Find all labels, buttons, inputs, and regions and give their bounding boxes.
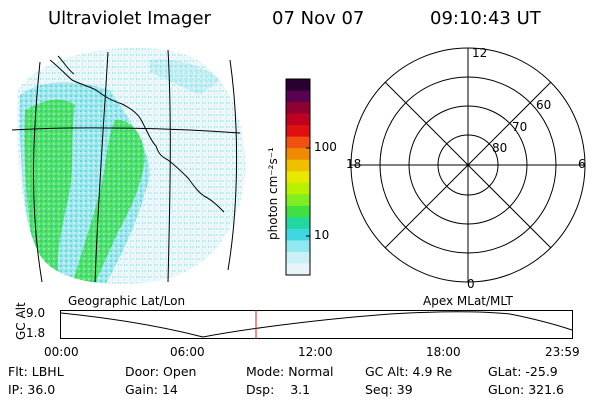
- status-dsp: Dsp: 3.1: [246, 382, 311, 397]
- colorbar-segment: [286, 125, 310, 138]
- mlt-label-12: 12: [472, 46, 488, 60]
- auroral-halo: [19, 82, 150, 284]
- mlat-label-60: 60: [536, 98, 552, 112]
- altitude-curve: [60, 311, 573, 338]
- altitude-ytick-bottom: 1.8: [26, 326, 46, 340]
- auroral-background: [17, 47, 246, 284]
- status-door: Door: Open: [125, 364, 197, 379]
- altitude-xtick-0: 00:00: [44, 345, 79, 359]
- colorbar-segment: [286, 159, 310, 172]
- coastline-north: [57, 55, 75, 75]
- altitude-plot-frame: [60, 310, 573, 339]
- colorbar-frame: [285, 78, 311, 276]
- polar-diagonal-2: [384, 81, 552, 249]
- polar-plot: [350, 47, 586, 283]
- status-gc-alt: GC Alt: 4.9 Re: [365, 364, 453, 379]
- status-flt: Flt: LBHL: [8, 364, 64, 379]
- date-label: 07 Nov 07: [272, 8, 365, 29]
- colorbar-segment: [286, 102, 310, 115]
- geo-panel-label: Geographic Lat/Lon: [68, 294, 186, 308]
- colorbar-segment: [286, 113, 310, 126]
- status-gain: Gain: 14: [125, 382, 178, 397]
- status-glat: GLat: -25.9: [488, 364, 558, 379]
- colorbar-segment: [286, 194, 310, 207]
- altitude-xtick-2: 12:00: [298, 345, 333, 359]
- altitude-ytick-top: 9.0: [26, 306, 46, 320]
- colorbar: [285, 78, 311, 276]
- status-seq: Seq: 39: [365, 382, 413, 397]
- auroral-patch: [150, 59, 220, 95]
- status-glon: GLon: 321.6: [488, 382, 564, 397]
- colorbar-segment: [286, 148, 310, 161]
- altitude-xtick-1: 06:00: [170, 345, 205, 359]
- colorbar-segment: [286, 205, 310, 218]
- colorbar-segment: [286, 171, 310, 184]
- instrument-title: Ultraviolet Imager: [48, 8, 211, 29]
- colorbar-segment: [286, 228, 310, 242]
- altitude-xtick-4: 23:59: [545, 345, 580, 359]
- colorbar-unit-label: photon cm⁻²s⁻¹: [266, 147, 280, 240]
- colorbar-segment: [286, 79, 310, 92]
- colorbar-segment: [286, 240, 310, 253]
- mlt-label-0: 0: [467, 277, 475, 291]
- mlt-label-18: 18: [346, 157, 362, 171]
- altitude-plot: [60, 310, 573, 339]
- mlat-label-70: 70: [512, 120, 528, 134]
- colorbar-segment: [286, 263, 310, 276]
- colorbar-segment: [286, 90, 310, 103]
- colorbar-tick-label-100: 100: [314, 140, 337, 154]
- mlt-label-6: 6: [578, 157, 586, 171]
- status-ip: IP: 36.0: [8, 382, 56, 397]
- time-label: 09:10:43 UT: [430, 8, 541, 29]
- geo-grid: [11, 49, 241, 283]
- polar-panel-label: Apex MLat/MLT: [423, 294, 513, 308]
- colorbar-segment: [286, 182, 310, 195]
- colorbar-segment: [286, 136, 310, 149]
- altitude-xtick-3: 18:00: [426, 345, 461, 359]
- auroral-band-east: [72, 119, 145, 284]
- mlat-label-80: 80: [492, 141, 508, 155]
- coastline: [49, 59, 225, 213]
- auroral-band-west: [24, 99, 75, 284]
- colorbar-segment: [286, 217, 310, 230]
- colorbar-tick-label-10: 10: [314, 228, 330, 242]
- status-mode: Mode: Normal: [246, 364, 334, 379]
- colorbar-segment: [286, 251, 310, 265]
